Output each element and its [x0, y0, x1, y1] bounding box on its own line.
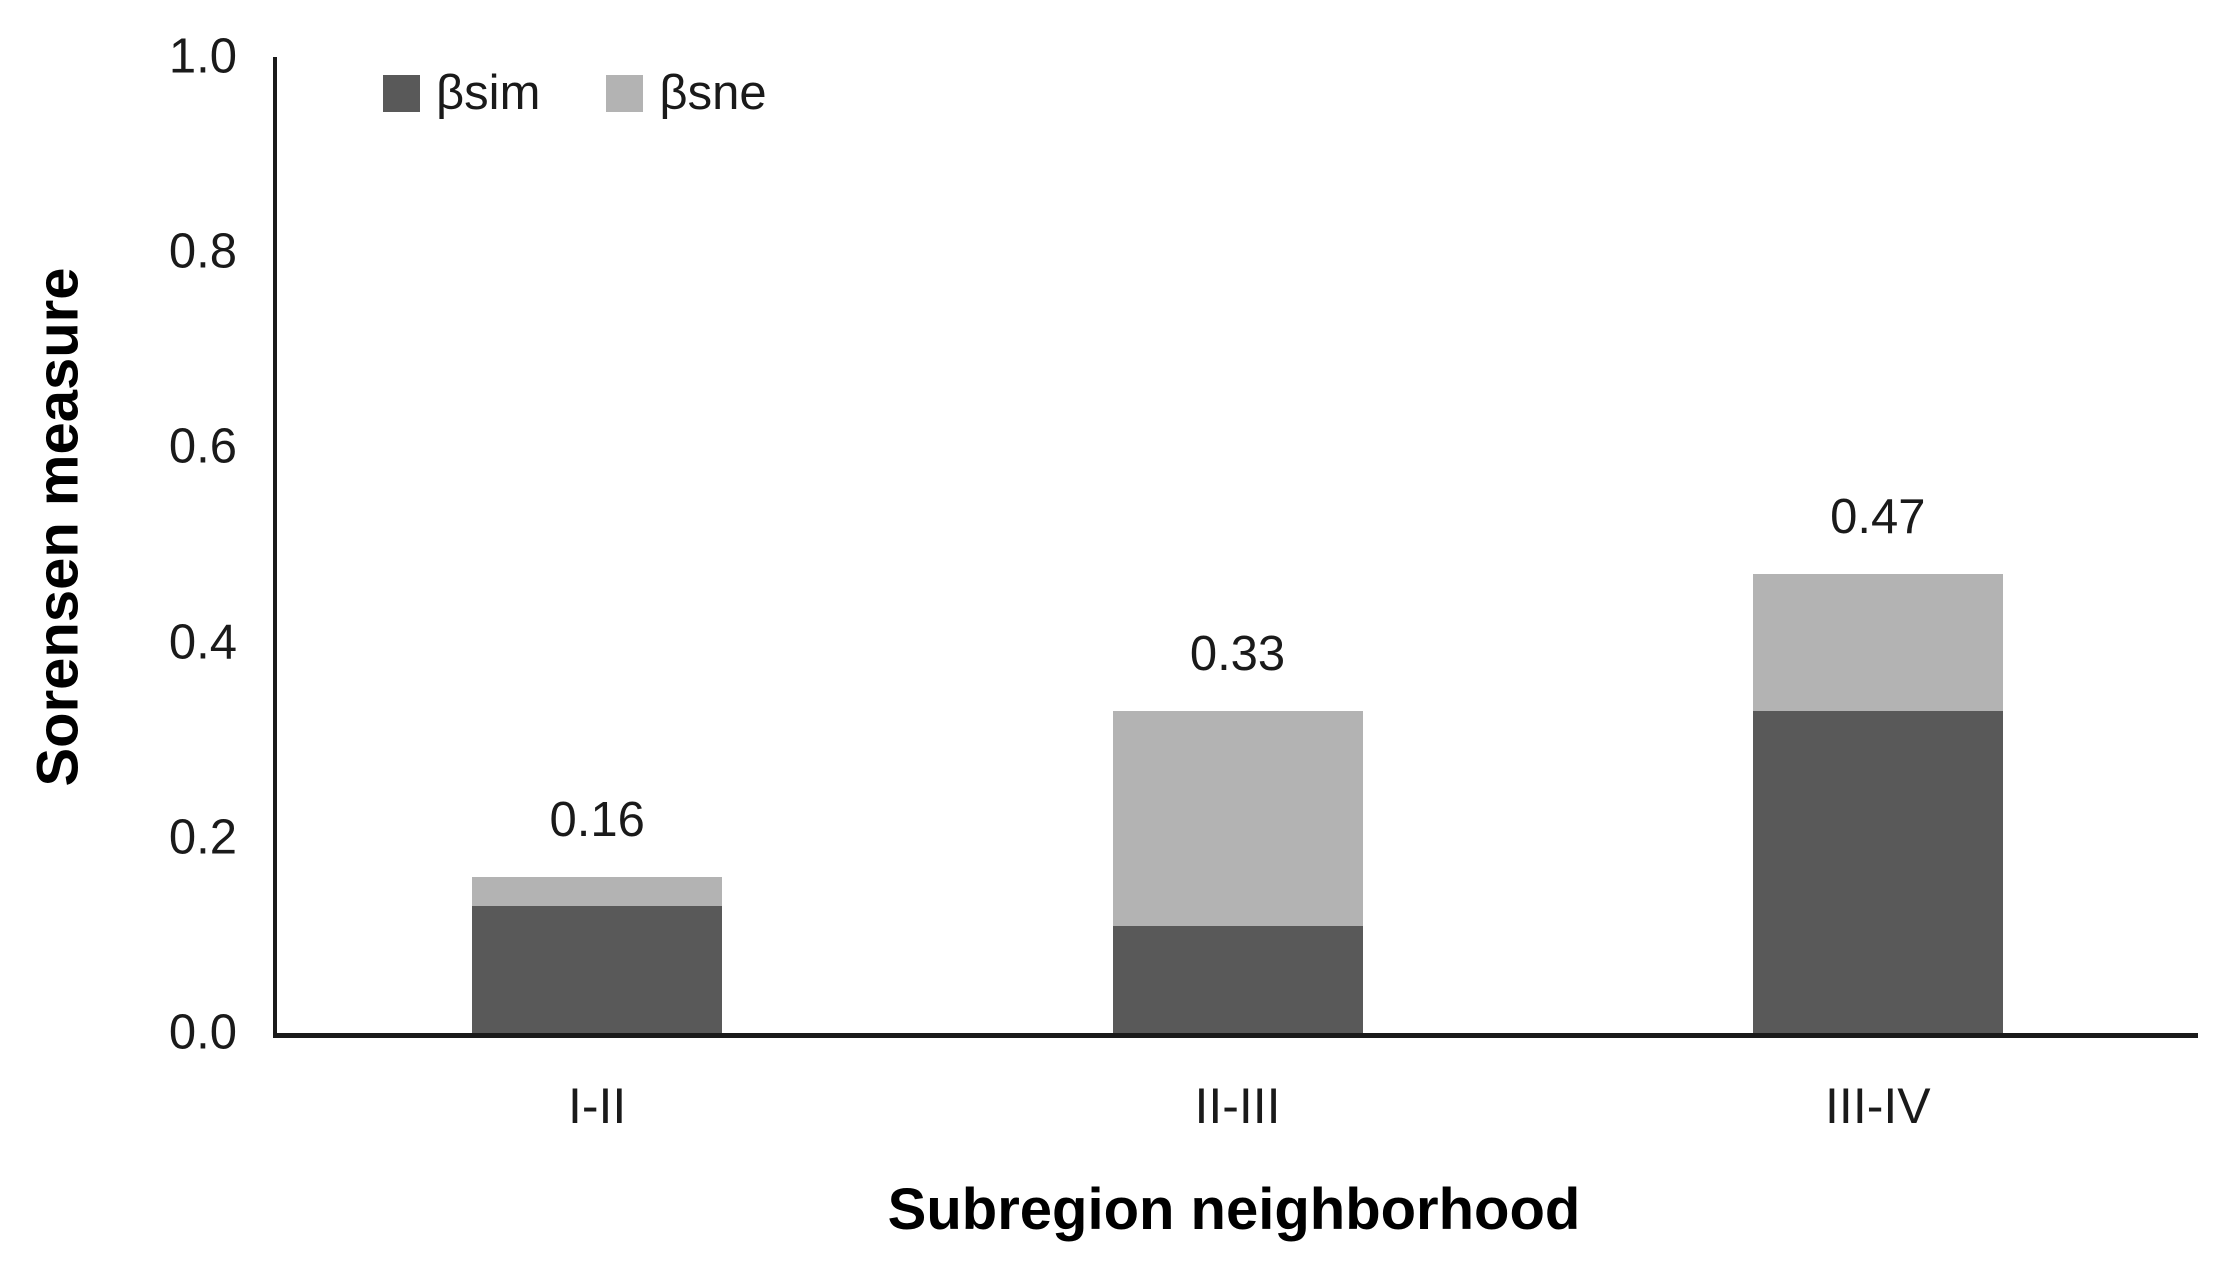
bar-segment-βsim — [1112, 925, 1363, 1033]
x-tick-label: I-II — [567, 1078, 627, 1134]
bar-segment-βsne — [1112, 710, 1363, 926]
legend: βsim βsne — [383, 69, 767, 118]
y-tick-label: 0.4 — [168, 615, 237, 670]
y-axis-title: Sorensen measure — [25, 267, 91, 787]
plot-area: βsim βsne 0.0 0.2 0.4 0.6 0.8 1.0 0.16 I-II 0.33… — [169, 32, 2198, 1131]
legend-label-bsim: βsim — [436, 66, 541, 120]
x-tick-label: III-IV — [1825, 1078, 1931, 1134]
legend-label-bsne: βsne — [659, 66, 767, 120]
bsne-swatch-icon — [606, 75, 644, 112]
bar-stack-I-II — [472, 876, 723, 1033]
bar-segment-βsne — [472, 876, 723, 907]
y-tick-label: 0.8 — [168, 224, 237, 279]
bar-stack-III-IV — [1752, 574, 2003, 1033]
bar-segment-βsne — [1752, 574, 2003, 711]
y-tick-label: 0.0 — [168, 1005, 237, 1060]
bar-segment-βsim — [1752, 710, 2003, 1033]
bsim-swatch-icon — [383, 75, 420, 112]
bar-segment-βsim — [472, 906, 723, 1033]
x-tick-label: II-III — [1194, 1078, 1281, 1134]
legend-item-bsim: βsim — [383, 69, 540, 118]
y-tick-label: 0.2 — [168, 810, 237, 865]
bar-stack-II-III — [1112, 710, 1363, 1033]
y-tick-label: 1.0 — [168, 29, 237, 84]
legend-item-bsne: βsne — [606, 66, 767, 120]
bar-total-label: 0.16 — [549, 792, 645, 847]
bar-total-label: 0.47 — [1830, 490, 1926, 545]
y-tick-label: 0.6 — [168, 419, 237, 474]
bar-total-label: 0.33 — [1189, 626, 1286, 681]
x-axis-title: Subregion neighborhood — [887, 1177, 1581, 1242]
